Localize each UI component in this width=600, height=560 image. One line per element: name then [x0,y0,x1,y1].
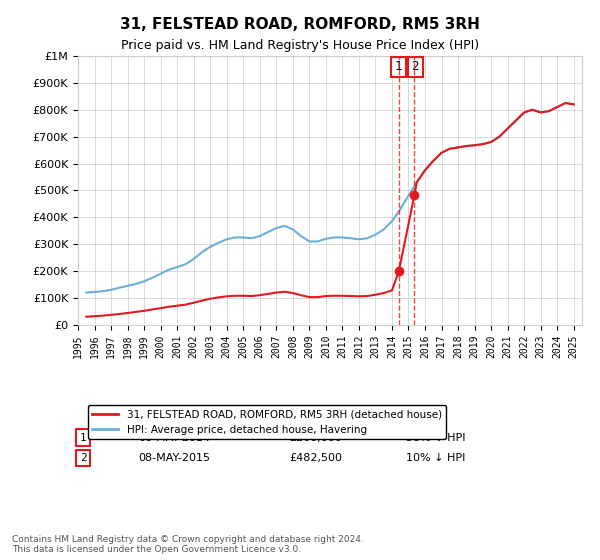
Text: 2: 2 [412,60,419,73]
Text: 1: 1 [80,433,86,443]
Text: 2: 2 [80,453,86,463]
Text: £200,000: £200,000 [290,433,343,443]
Text: 08-MAY-2015: 08-MAY-2015 [139,453,211,463]
Text: 31, FELSTEAD ROAD, ROMFORD, RM5 3RH: 31, FELSTEAD ROAD, ROMFORD, RM5 3RH [120,17,480,32]
Text: 10% ↓ HPI: 10% ↓ HPI [406,453,465,463]
Legend: 31, FELSTEAD ROAD, ROMFORD, RM5 3RH (detached house), HPI: Average price, detach: 31, FELSTEAD ROAD, ROMFORD, RM5 3RH (det… [88,405,446,439]
Text: £482,500: £482,500 [290,453,343,463]
Text: Price paid vs. HM Land Registry's House Price Index (HPI): Price paid vs. HM Land Registry's House … [121,39,479,52]
Text: 1: 1 [394,60,402,73]
Text: Contains HM Land Registry data © Crown copyright and database right 2024.
This d: Contains HM Land Registry data © Crown c… [12,535,364,554]
Text: 58% ↓ HPI: 58% ↓ HPI [406,433,465,443]
Text: 06-MAY-2014: 06-MAY-2014 [139,433,211,443]
